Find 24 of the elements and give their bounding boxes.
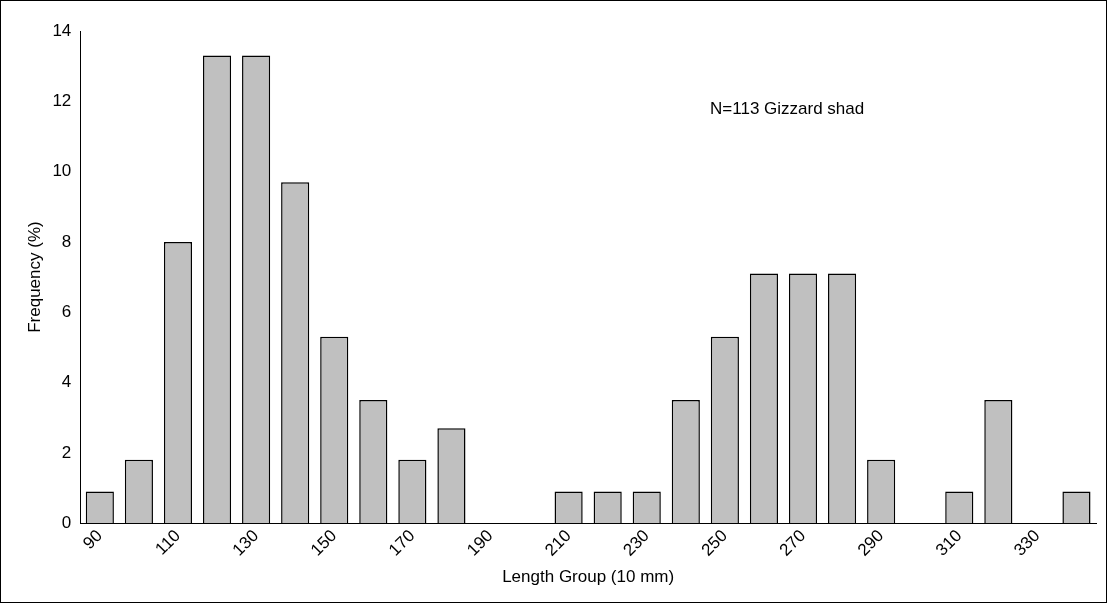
x-tick-label: 170 <box>385 526 419 560</box>
annotation: N=113 Gizzard shad <box>710 98 865 118</box>
x-tick-label: 130 <box>228 526 263 560</box>
x-tick-label: 190 <box>463 526 497 560</box>
y-tick-label: 14 <box>52 20 72 40</box>
y-tick-label: 2 <box>61 442 72 462</box>
x-tick-label: 210 <box>541 526 575 560</box>
x-tick-label: 110 <box>151 526 185 559</box>
x-tick-label: 270 <box>775 526 810 560</box>
x-axis-title: Length Group (10 mm) <box>502 567 675 587</box>
y-tick-label: 12 <box>52 90 72 110</box>
x-tick-label: 290 <box>853 526 888 560</box>
y-tick-label: 0 <box>61 512 72 532</box>
x-tick-label: 150 <box>306 526 341 560</box>
x-tick-label: 310 <box>931 526 966 560</box>
x-tick-label: 230 <box>619 526 653 560</box>
y-tick-label: 6 <box>61 301 72 321</box>
x-tick-label: 250 <box>697 526 732 560</box>
y-tick-label: 10 <box>52 161 72 181</box>
x-tick-label: 330 <box>1010 526 1044 560</box>
y-tick-label: 8 <box>61 231 72 251</box>
y-axis-title: Frequency (%) <box>24 221 44 333</box>
x-tick-label: 90 <box>79 526 106 553</box>
y-tick-label: 4 <box>61 372 72 392</box>
